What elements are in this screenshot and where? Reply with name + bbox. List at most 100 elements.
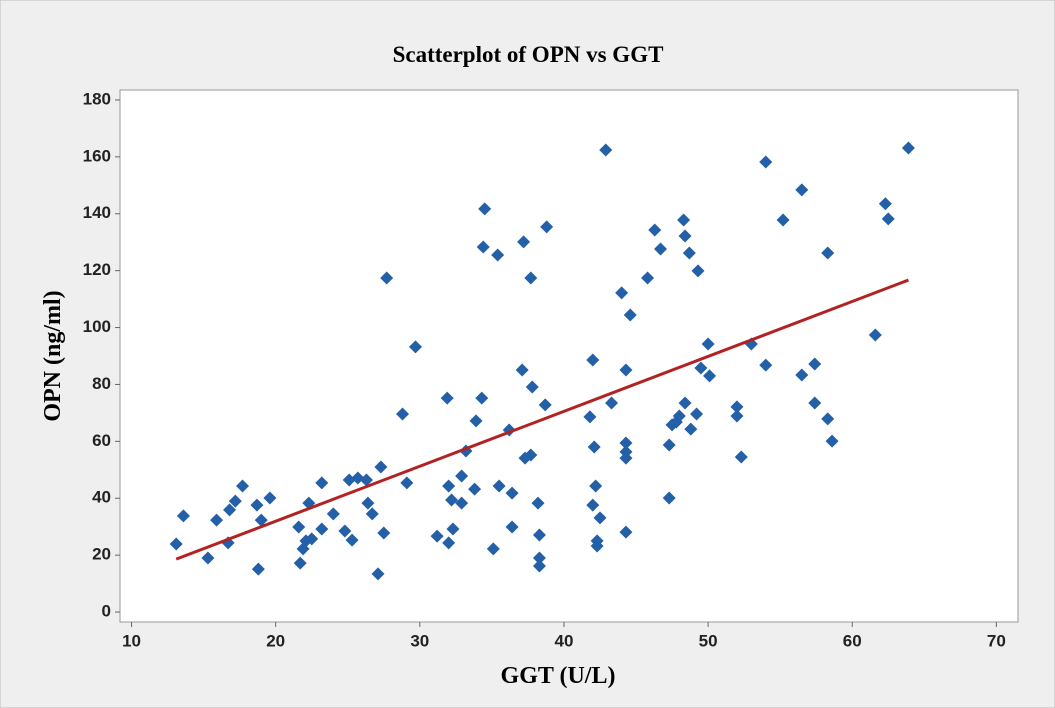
point	[532, 551, 546, 565]
point	[365, 507, 379, 521]
y-tick-label: 40	[92, 488, 111, 507]
point	[619, 525, 633, 539]
point	[351, 471, 365, 485]
point	[730, 400, 744, 414]
point	[586, 498, 600, 512]
x-tick-label: 20	[266, 631, 285, 650]
point	[583, 410, 597, 424]
point	[201, 551, 215, 565]
point	[169, 537, 183, 551]
point	[590, 539, 604, 553]
y-axis-label: OPN (ng/ml)	[40, 290, 66, 421]
point	[408, 340, 422, 354]
point	[662, 438, 676, 452]
point	[524, 448, 538, 462]
y-tick-label: 80	[92, 374, 111, 393]
point	[901, 141, 915, 155]
point	[776, 213, 790, 227]
point	[654, 242, 668, 256]
y-tick-label: 140	[83, 203, 111, 222]
plot-area	[119, 89, 1019, 623]
point	[440, 391, 454, 405]
point	[690, 407, 704, 421]
point	[345, 533, 359, 547]
x-axis-label: GGT (U/L)	[501, 663, 616, 689]
point	[292, 520, 306, 534]
point	[371, 567, 385, 581]
point	[478, 202, 492, 216]
point	[505, 520, 519, 534]
point	[619, 451, 633, 465]
point	[694, 361, 708, 375]
point	[684, 422, 698, 436]
point	[672, 409, 686, 423]
point	[517, 235, 531, 249]
point	[701, 337, 715, 351]
point	[623, 308, 637, 322]
x-tick-label: 60	[843, 631, 862, 650]
point	[678, 229, 692, 243]
point	[396, 407, 410, 421]
point	[326, 507, 340, 521]
point	[730, 409, 744, 423]
point	[293, 556, 307, 570]
point	[821, 412, 835, 426]
fit-line	[175, 278, 909, 561]
point	[250, 498, 264, 512]
point	[587, 440, 601, 454]
point	[615, 286, 629, 300]
point	[515, 363, 529, 377]
x-tick-label: 10	[122, 631, 141, 650]
point	[263, 491, 277, 505]
point	[455, 469, 469, 483]
point	[605, 396, 619, 410]
point	[619, 363, 633, 377]
point	[677, 213, 691, 227]
y-tick-label: 60	[92, 431, 111, 450]
point	[759, 155, 773, 169]
point	[678, 396, 692, 410]
point	[878, 197, 892, 211]
point	[691, 264, 705, 278]
point	[524, 271, 538, 285]
point	[442, 536, 456, 550]
point	[881, 212, 895, 226]
point	[176, 509, 190, 523]
point	[821, 246, 835, 260]
point	[703, 369, 717, 383]
point	[734, 450, 748, 464]
point	[251, 562, 265, 576]
point	[491, 248, 505, 262]
point	[342, 473, 356, 487]
point	[808, 396, 822, 410]
point	[641, 271, 655, 285]
point	[228, 494, 242, 508]
point	[619, 436, 633, 450]
y-tick-label: 100	[83, 317, 111, 336]
point	[505, 486, 519, 500]
point	[338, 524, 352, 538]
point	[589, 479, 603, 493]
point	[377, 526, 391, 540]
point	[682, 246, 696, 260]
point	[315, 522, 329, 536]
point	[455, 496, 469, 510]
point	[599, 143, 613, 157]
point	[532, 559, 546, 573]
x-tick-label: 30	[410, 631, 429, 650]
point	[648, 223, 662, 237]
x-tick-label: 40	[554, 631, 573, 650]
point	[254, 513, 268, 527]
point	[374, 460, 388, 474]
point	[305, 532, 319, 546]
point	[210, 513, 224, 527]
point	[446, 522, 460, 536]
point	[442, 479, 456, 493]
point	[759, 358, 773, 372]
point	[795, 183, 809, 197]
point	[445, 493, 459, 507]
x-tick-label: 70	[987, 631, 1006, 650]
y-tick-label: 20	[92, 545, 111, 564]
point	[532, 528, 546, 542]
